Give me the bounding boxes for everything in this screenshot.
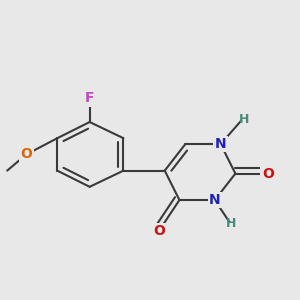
Text: H: H (226, 217, 236, 230)
Text: N: N (209, 193, 220, 207)
Text: O: O (153, 224, 165, 238)
Text: N: N (215, 137, 226, 151)
Text: H: H (238, 112, 249, 126)
Text: O: O (20, 147, 32, 161)
Text: F: F (85, 92, 94, 106)
Text: O: O (262, 167, 274, 181)
